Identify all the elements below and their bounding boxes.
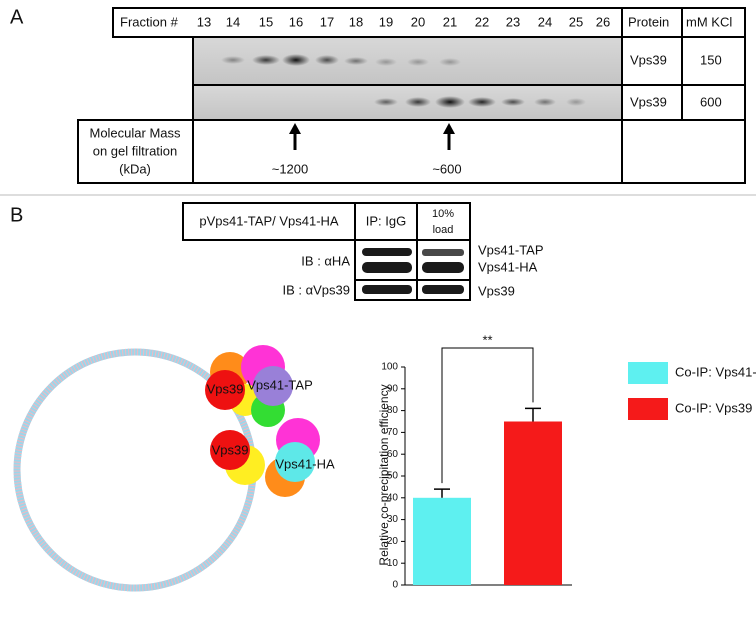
subunit-label: Vps41-TAP <box>247 377 313 392</box>
y-tick-label: 80 <box>387 405 399 416</box>
legend-label: Co-IP: Vps41-HA <box>675 364 756 379</box>
fraction: 18 <box>349 14 363 29</box>
fraction: 19 <box>379 14 393 29</box>
protein: Vps39 <box>630 52 667 67</box>
subunit-label: Vps41-HA <box>275 456 335 471</box>
mass-label: on gel filtration <box>93 143 178 158</box>
mass-label: Molecular Mass <box>89 125 181 140</box>
fraction: 14 <box>226 14 240 29</box>
fraction: 23 <box>506 14 520 29</box>
mass-marker: ~600 <box>432 161 461 176</box>
legend-swatch <box>628 398 668 420</box>
y-tick-label: 10 <box>387 558 399 569</box>
y-tick-label: 20 <box>387 536 399 547</box>
blot-bands <box>362 248 464 294</box>
panel-label: B <box>10 204 23 226</box>
table-header: pVps41-TAP/ Vps41-HA <box>199 213 339 228</box>
legend-label: Co-IP: Vps39 <box>675 400 752 415</box>
fraction: 25 <box>569 14 583 29</box>
complex <box>205 345 320 497</box>
fraction: 13 <box>197 14 211 29</box>
significance-bracket <box>441 347 534 484</box>
fraction: 26 <box>596 14 610 29</box>
fraction: 16 <box>289 14 303 29</box>
y-tick-label: 100 <box>381 362 398 373</box>
legend-swatch <box>628 362 668 384</box>
lane-label: IP: IgG <box>366 213 406 228</box>
y-tick-label: 90 <box>387 383 399 394</box>
y-axis-label: Relative co-precipitation efficiency <box>377 384 391 565</box>
fraction: 24 <box>538 14 552 29</box>
table-lines <box>77 7 746 184</box>
band-label: Vps41-TAP <box>478 242 544 257</box>
bar <box>504 421 562 585</box>
y-tick-label: 70 <box>387 427 399 438</box>
fraction: 22 <box>475 14 489 29</box>
band-label: Vps39 <box>478 283 515 298</box>
band-label: Vps41-HA <box>478 259 538 274</box>
table-lines <box>182 202 471 301</box>
bar <box>413 497 471 585</box>
protein: Vps39 <box>630 94 667 109</box>
probe: IB : αVps39 <box>283 282 351 297</box>
panel-label: A <box>10 6 24 28</box>
error-bar <box>525 407 541 422</box>
kcl: 600 <box>700 94 722 109</box>
lane-label: load <box>433 224 454 236</box>
significance: ** <box>482 332 492 347</box>
subunit-label: Vps39 <box>212 442 249 457</box>
fraction: 17 <box>320 14 334 29</box>
y-tick-label: 0 <box>392 580 398 591</box>
gel-bands <box>221 54 586 108</box>
mass-label: (kDa) <box>119 161 151 176</box>
arrows <box>289 123 455 150</box>
lane-label: 10% <box>432 208 454 220</box>
y-tick-label: 60 <box>387 449 399 460</box>
fraction: 20 <box>411 14 425 29</box>
error-bar <box>434 488 450 498</box>
y-tick-label: 40 <box>387 492 399 503</box>
fraction: 21 <box>443 14 457 29</box>
subunit-label: Vps39 <box>207 381 244 396</box>
kcl-header: mM KCl <box>686 14 732 29</box>
fraction: 15 <box>259 14 273 29</box>
y-tick-label: 50 <box>387 471 399 482</box>
probe: IB : αHA <box>301 253 350 268</box>
protein-header: Protein <box>628 14 669 29</box>
y-tick-label: 30 <box>387 514 399 525</box>
mass-marker: ~1200 <box>272 161 309 176</box>
kcl: 150 <box>700 52 722 67</box>
fraction-header: Fraction # <box>120 14 179 29</box>
